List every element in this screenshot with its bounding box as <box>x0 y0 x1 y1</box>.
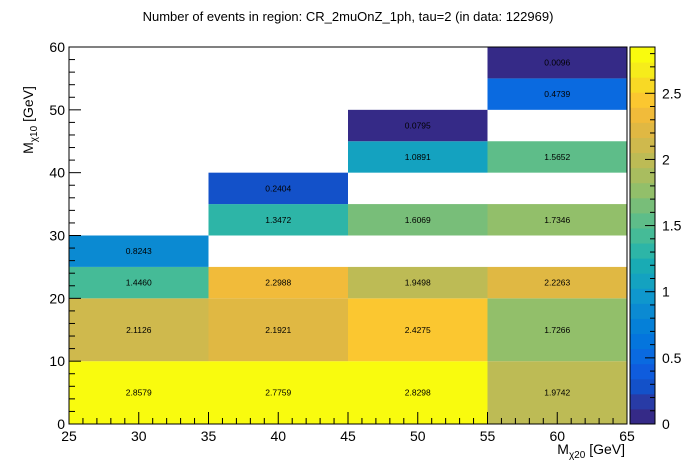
cell-value-label: 2.2988 <box>265 278 291 288</box>
heatmap-cell <box>208 266 348 299</box>
color-scale-step <box>630 122 655 138</box>
x-tick-label: 40 <box>270 428 286 444</box>
cell-value-label: 2.2263 <box>544 278 570 288</box>
color-scale-step <box>630 318 655 335</box>
heatmap-cell <box>348 141 488 173</box>
color-scale-tick-label: 1.5 <box>662 218 682 234</box>
color-scale-step <box>630 92 655 108</box>
cell-value-label: 1.4460 <box>126 278 152 288</box>
heatmap-cell <box>208 298 348 362</box>
cell-value-label: 1.6069 <box>405 215 431 225</box>
color-scale-tick-label: 2.5 <box>662 85 682 101</box>
color-scale-step <box>630 273 655 289</box>
y-tick-label: 40 <box>49 165 65 181</box>
color-scale-step <box>630 363 655 380</box>
heatmap-cell <box>208 172 348 205</box>
y-tick-label: 20 <box>49 290 65 306</box>
cell-value-label: 0.2404 <box>265 183 291 193</box>
cell-value-label: 2.7759 <box>265 388 291 398</box>
color-scale-step <box>630 167 655 184</box>
heatmap-cell <box>348 109 488 142</box>
cell-value-label: 1.0891 <box>405 152 431 162</box>
color-scale-step <box>630 348 655 365</box>
x-tick-label: 25 <box>61 428 77 444</box>
color-scale-step <box>630 137 655 154</box>
x-tick-label: 35 <box>201 428 217 444</box>
y-tick-label: 10 <box>49 353 65 369</box>
x-tick-label: 55 <box>480 428 496 444</box>
heatmap-cell <box>69 235 209 267</box>
heatmap-cells <box>69 47 627 424</box>
heatmap-cell <box>487 78 627 110</box>
cell-value-label: 2.8298 <box>405 388 431 398</box>
color-scale-axis: 0 0.5 1 1.5 2 2.5 <box>645 47 682 432</box>
color-scale-step <box>630 62 655 78</box>
chart-title: Number of events in region: CR_2muOnZ_1p… <box>143 9 554 24</box>
color-scale-tick-label: 0 <box>662 416 670 432</box>
cell-value-label: 2.1921 <box>265 325 291 335</box>
x-axis: 25 30 35 40 45 50 55 60 65 <box>61 412 635 444</box>
x-tick-label: 65 <box>619 428 635 444</box>
heatmap-cell <box>487 141 627 173</box>
cell-value-label: 2.4275 <box>405 325 431 335</box>
color-scale-step <box>630 182 655 199</box>
color-scale-step <box>630 408 655 425</box>
color-scale-tick-label: 2 <box>662 151 670 167</box>
color-scale-step <box>630 303 655 319</box>
color-scale-bar <box>629 46 656 425</box>
cell-value-label: 0.4739 <box>544 89 570 99</box>
heatmap-cell <box>487 47 627 79</box>
y-axis-label: Mχ10 [GeV] <box>20 86 40 154</box>
x-axis-label: Mχ20 [GeV] <box>557 441 625 461</box>
cell-value-label: 2.1126 <box>126 325 152 335</box>
x-tick-label: 30 <box>131 428 147 444</box>
color-scale-step <box>630 77 655 93</box>
color-scale-step <box>630 152 655 169</box>
color-scale-step <box>630 288 655 304</box>
heatmap-cell <box>348 204 488 236</box>
cell-value-label: 2.8579 <box>126 388 152 398</box>
heatmap-cell <box>487 204 627 236</box>
color-scale-step <box>630 227 655 244</box>
y-tick-label: 50 <box>49 102 65 118</box>
color-scale-step <box>630 107 655 123</box>
color-scale-step <box>630 333 655 350</box>
heatmap-cell <box>487 298 627 362</box>
y-axis: 0 10 20 30 40 50 60 <box>49 39 81 432</box>
cell-value-label: 0.0096 <box>544 58 570 68</box>
cell-value-label: 1.7346 <box>544 215 570 225</box>
color-scale-step <box>630 393 655 410</box>
color-scale-tick-label: 0.5 <box>662 350 682 366</box>
cell-value-label: 1.9742 <box>544 388 570 398</box>
cell-labels: 2.8579 2.7759 2.8298 1.9742 2.1126 2.1921 2.42… <box>126 58 571 398</box>
x-tick-label: 50 <box>410 428 426 444</box>
color-scale-step <box>630 197 655 214</box>
cell-value-label: 1.9498 <box>405 278 431 288</box>
heatmap-cell <box>208 204 348 236</box>
y-tick-label: 60 <box>49 39 65 55</box>
cell-value-label: 1.3472 <box>265 215 291 225</box>
color-scale-step <box>630 47 655 63</box>
heatmap-cell <box>69 266 209 299</box>
heatmap-cell <box>348 298 488 362</box>
cell-value-label: 0.8243 <box>126 246 152 256</box>
color-scale-tick-label: 1 <box>662 284 670 300</box>
heatmap-cell <box>69 298 209 362</box>
color-scale-step <box>630 243 655 259</box>
x-tick-label: 60 <box>549 428 565 444</box>
cell-value-label: 1.7266 <box>544 325 570 335</box>
heatmap-cell <box>348 266 488 299</box>
y-tick-label: 0 <box>57 416 65 432</box>
heatmap-cell <box>487 266 627 299</box>
color-scale-step <box>630 378 655 395</box>
y-tick-label: 30 <box>49 228 65 244</box>
color-scale-step <box>630 258 655 274</box>
color-scale-step <box>630 212 655 229</box>
cell-value-label: 0.0795 <box>405 121 431 131</box>
cell-value-label: 1.5652 <box>544 152 570 162</box>
x-tick-label: 45 <box>340 428 356 444</box>
